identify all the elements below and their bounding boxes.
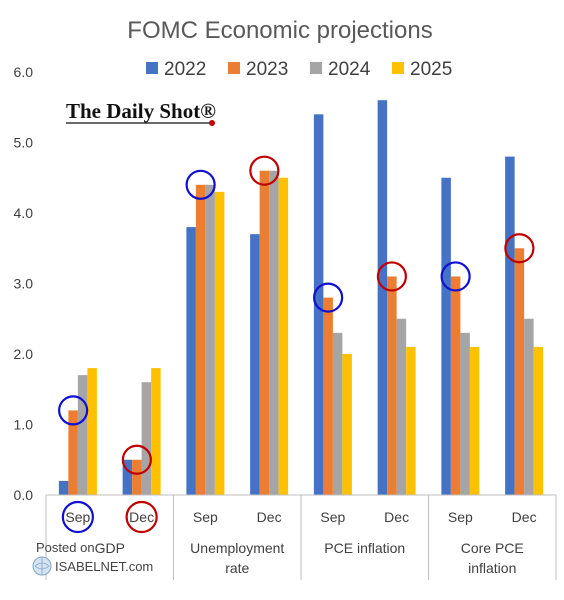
bar-2024-6 — [460, 332, 470, 495]
bar-2025-3 — [278, 177, 289, 495]
bar-2024-0 — [77, 375, 88, 495]
bar-2023-5 — [387, 276, 397, 495]
bar-2022-1 — [122, 459, 133, 495]
category-circle-1 — [125, 500, 158, 534]
highlight-circle-0 — [58, 395, 89, 426]
bar-2023-2 — [195, 184, 206, 496]
y-tick-label: 1.0 — [14, 417, 34, 433]
isabelnet-badge: Posted on ISABELNET.com — [32, 540, 153, 576]
highlight-circle-2 — [185, 169, 216, 200]
x-category-label: Sep — [65, 509, 90, 525]
x-group-label: GDP — [95, 540, 125, 556]
x-group-label: rate — [225, 560, 249, 576]
legend-swatch-2022 — [146, 62, 158, 74]
legend-label-2025: 2025 — [410, 59, 452, 80]
bar-2022-7 — [505, 156, 515, 495]
posted-on-text: Posted on — [36, 540, 95, 555]
bar-2022-2 — [186, 227, 196, 495]
x-category-label: Sep — [320, 509, 345, 525]
bar-2023-7 — [514, 248, 525, 495]
legend-swatch-2025 — [392, 62, 404, 74]
x-group-label: Core PCE — [461, 540, 524, 556]
bar-2025-1 — [151, 368, 161, 495]
isabelnet-text: ISABELNET.com — [55, 559, 153, 574]
y-tick-label: 0.0 — [14, 487, 34, 503]
bar-2023-3 — [259, 170, 270, 495]
bar-2023-1 — [132, 459, 142, 495]
y-tick-label: 3.0 — [14, 276, 34, 292]
daily-shot-watermark: The Daily Shot® — [66, 99, 216, 126]
x-group-label: Unemployment — [190, 540, 284, 556]
highlight-circle-5 — [376, 261, 407, 292]
bar-2023-0 — [68, 410, 78, 495]
highlight-circle-3 — [249, 155, 280, 186]
bars — [58, 100, 544, 496]
bar-2022-5 — [377, 100, 388, 495]
highlight-circles — [58, 155, 535, 475]
legend-label-2024: 2024 — [328, 59, 371, 80]
bar-2024-4 — [332, 332, 343, 495]
chart-title: FOMC Economic projections — [127, 17, 432, 44]
legend: 2022 2023 2024 2025 — [146, 59, 452, 80]
bar-2023-6 — [450, 276, 461, 495]
bar-2022-4 — [313, 114, 324, 496]
legend-swatch-2024 — [310, 62, 322, 74]
bar-2022-0 — [58, 480, 69, 495]
legend-label-2022: 2022 — [164, 59, 206, 80]
y-tick-label: 2.0 — [14, 346, 34, 362]
x-category-label: Dec — [257, 509, 282, 525]
x-group-label: PCE inflation — [324, 540, 405, 556]
bar-2024-2 — [205, 184, 215, 496]
x-category-label: Dec — [512, 509, 537, 525]
highlight-circle-7 — [504, 233, 535, 264]
watermark-dot — [209, 120, 215, 126]
bar-2025-2 — [214, 191, 225, 495]
bar-2025-7 — [533, 346, 544, 495]
x-category-label: Sep — [448, 509, 473, 525]
y-tick-label: 4.0 — [14, 205, 34, 221]
x-group-label: inflation — [468, 560, 516, 576]
category-circle-0 — [61, 500, 94, 534]
bar-2024-7 — [524, 318, 534, 495]
bar-2024-1 — [141, 382, 152, 495]
y-tick-label: 6.0 — [14, 64, 34, 80]
bar-2025-6 — [469, 346, 480, 495]
bar-2025-4 — [342, 354, 352, 495]
legend-label-2023: 2023 — [246, 59, 288, 80]
highlight-circle-6 — [440, 261, 471, 292]
bar-2025-5 — [406, 346, 416, 495]
bar-2023-4 — [323, 297, 333, 495]
highlight-circle-1 — [121, 444, 152, 475]
x-category-label: Dec — [384, 509, 409, 525]
watermark-text: The Daily Shot® — [66, 99, 216, 123]
y-axis: 0.0 1.0 2.0 3.0 4.0 5.0 6.0 — [14, 64, 34, 503]
legend-swatch-2023 — [228, 62, 240, 74]
y-tick-label: 5.0 — [14, 135, 34, 151]
bar-2022-6 — [441, 177, 451, 495]
highlight-circle-4 — [313, 282, 344, 313]
bar-2024-3 — [269, 170, 279, 495]
x-category-label: Sep — [193, 509, 218, 525]
bar-2025-0 — [87, 368, 97, 495]
bar-2024-5 — [396, 318, 407, 495]
bar-2022-3 — [250, 234, 260, 495]
x-category-label: Dec — [129, 509, 154, 525]
